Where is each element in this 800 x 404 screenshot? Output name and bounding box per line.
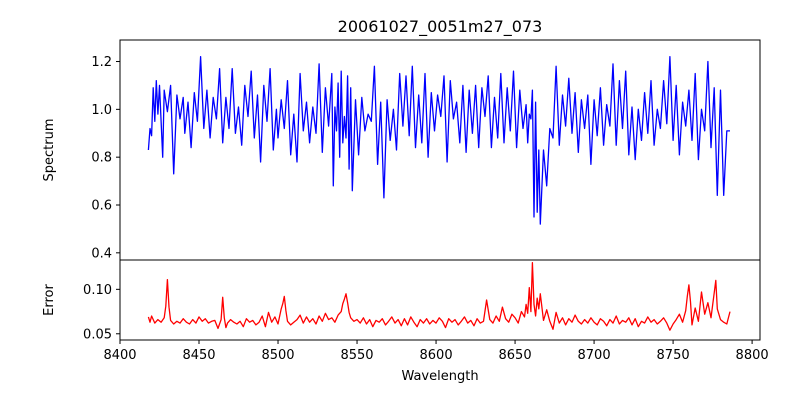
wavelength-x-axis: 8400 8450 8500 8550 8600 8650 8700 8750 8800: [103, 340, 769, 363]
y-tick-label: 0.05: [83, 327, 112, 342]
error-panel: 0.05 0.10 Error: [42, 259, 761, 342]
error-line: [147, 262, 731, 331]
x-tick-label: 8400: [103, 348, 136, 363]
x-tick-label: 8700: [578, 348, 611, 363]
x-tick-label: 8600: [420, 348, 453, 363]
chart-title: 20061027_0051m27_073: [338, 17, 543, 37]
y-tick-label: 1.2: [91, 55, 112, 70]
error-series-group: [147, 262, 731, 331]
spectrum-line: [147, 56, 730, 225]
x-tick-label: 8450: [182, 348, 215, 363]
x-tick-label: 8650: [499, 348, 532, 363]
x-tick-label: 8500: [261, 348, 294, 363]
x-tick-label: 8550: [340, 348, 373, 363]
spectrum-series-group: [147, 56, 730, 225]
x-axis-label: Wavelength: [401, 369, 478, 384]
spectrum-y-axis: 0.4 0.6 0.8 1.0 1.2: [91, 55, 120, 261]
y-tick-label: 0.6: [91, 199, 112, 214]
error-panel-frame: [119, 259, 761, 341]
spectrum-y-axis-label: Spectrum: [42, 119, 57, 182]
x-tick-label: 8750: [657, 348, 690, 363]
error-y-axis: 0.05 0.10: [83, 283, 120, 342]
y-tick-label: 0.8: [91, 151, 112, 166]
spectrum-panel: 0.4 0.6 0.8 1.0 1.2 Spectrum: [42, 39, 761, 261]
x-tick-label: 8800: [736, 348, 769, 363]
error-y-axis-label: Error: [42, 284, 57, 316]
y-tick-label: 1.0: [91, 103, 112, 118]
y-tick-label: 0.4: [91, 246, 112, 261]
y-tick-label: 0.10: [83, 283, 112, 298]
